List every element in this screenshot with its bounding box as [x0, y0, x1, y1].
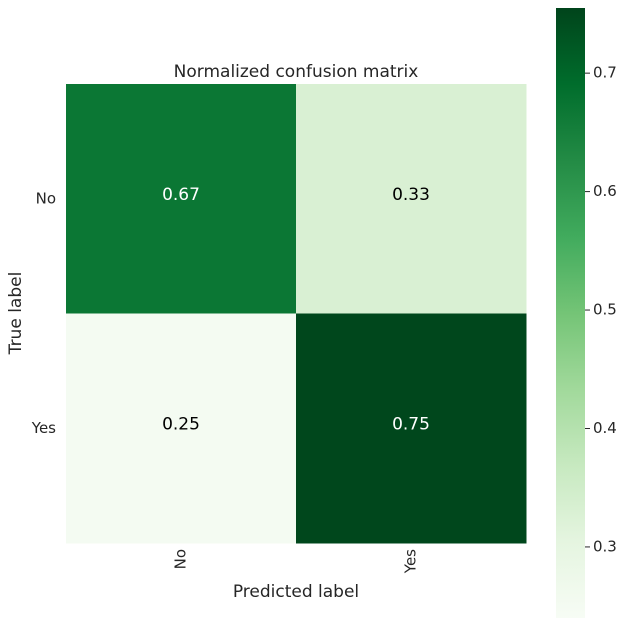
y-tick-label: Yes — [31, 419, 56, 437]
colorbar-tick-label: 0.4 — [593, 419, 617, 437]
colorbar-ticks: 0.3 0.4 0.5 0.6 0.7 — [585, 64, 617, 555]
x-tick-label: No — [172, 549, 190, 569]
cell-value-label: 0.75 — [392, 414, 430, 434]
x-axis-ticks: No Yes — [172, 549, 420, 574]
heatmap-cell — [296, 84, 527, 314]
x-axis-title: Predicted label — [233, 582, 359, 602]
heatmap-cell — [66, 84, 297, 314]
colorbar-tick-label: 0.5 — [593, 301, 617, 319]
heatmap-cell-labels: 0.67 0.33 0.25 0.75 — [162, 185, 430, 435]
colorbar — [556, 8, 585, 618]
x-tick-label: Yes — [402, 549, 420, 574]
heatmap-cell — [66, 313, 297, 544]
chart-title: Normalized confusion matrix — [174, 62, 419, 82]
cell-value-label: 0.67 — [162, 185, 200, 205]
heatmap-cells — [66, 84, 527, 544]
colorbar-tick-label: 0.3 — [593, 537, 617, 555]
y-tick-label: No — [36, 189, 56, 207]
cell-value-label: 0.33 — [392, 185, 430, 205]
y-axis-ticks: No Yes — [31, 189, 56, 437]
cell-value-label: 0.25 — [162, 414, 200, 434]
colorbar-tick-label: 0.6 — [593, 182, 617, 200]
heatmap-cell — [296, 313, 527, 544]
colorbar-tick-label: 0.7 — [593, 64, 617, 82]
y-axis-title: True label — [6, 272, 26, 356]
